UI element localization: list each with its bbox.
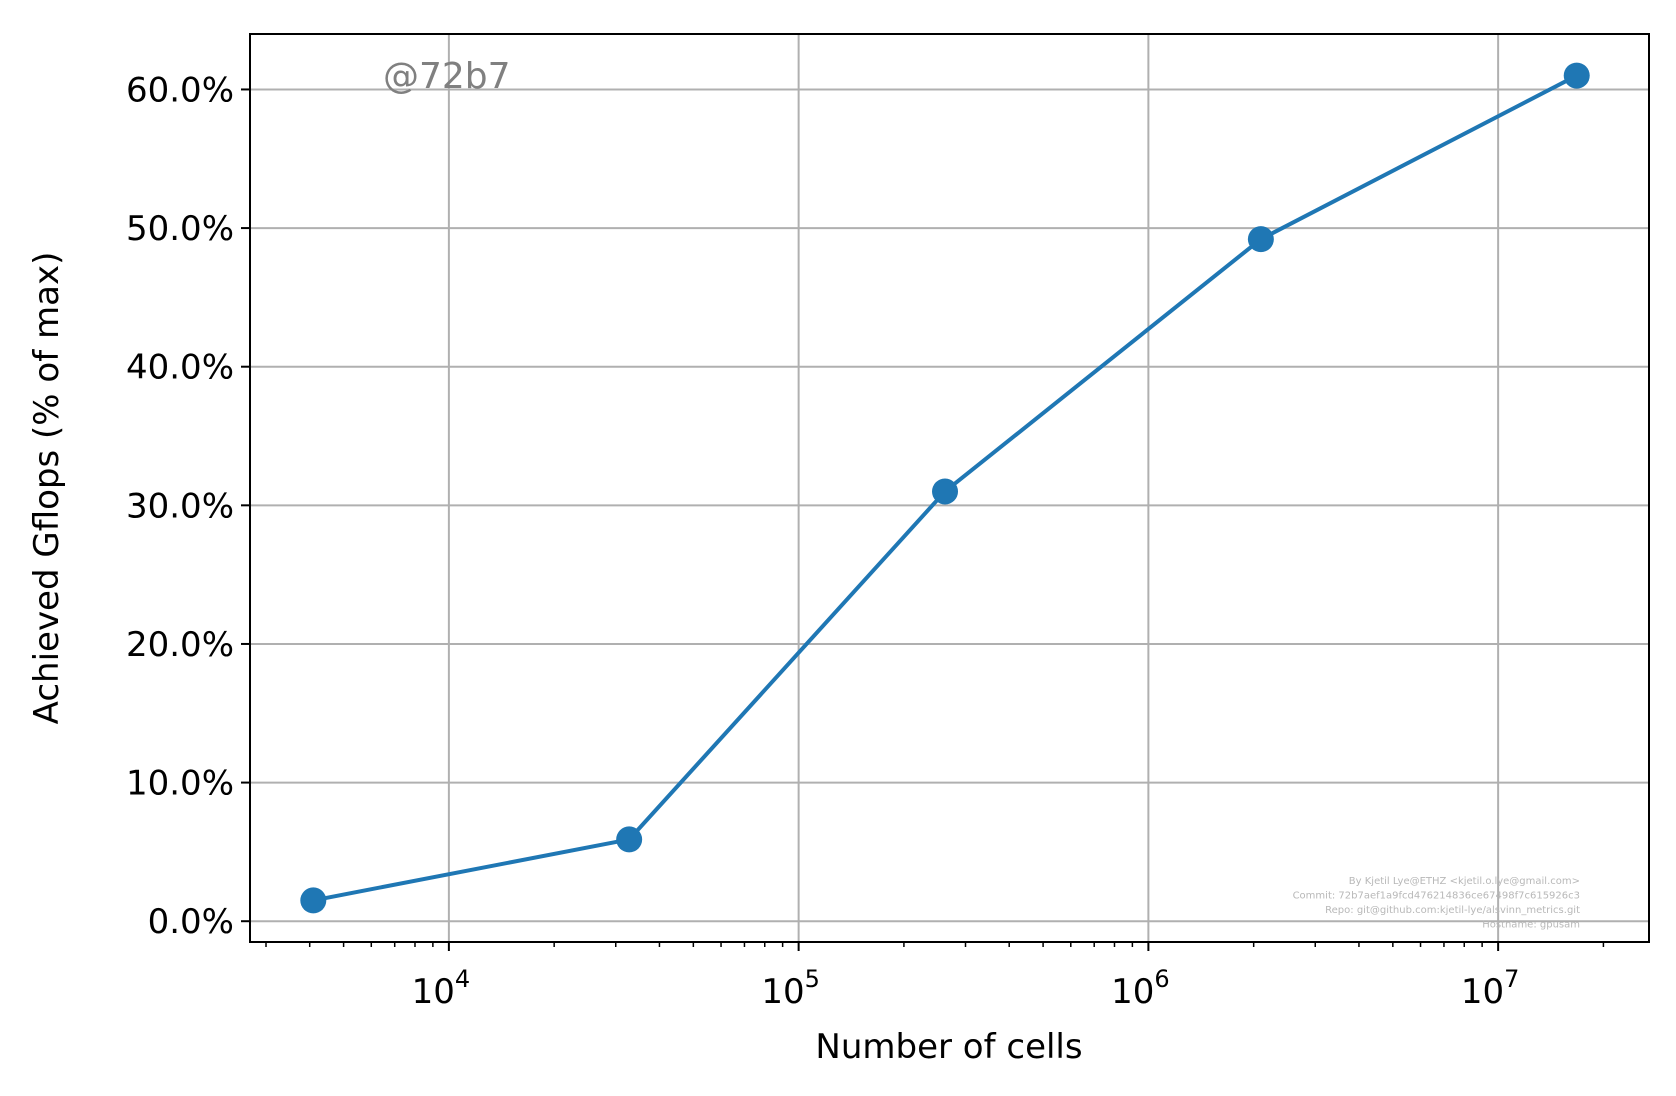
y-tick-label: 30.0% [126,486,234,526]
y-tick-label: 20.0% [126,625,234,665]
y-tick-label: 40.0% [126,348,234,388]
watermark: @72b7 [383,56,511,97]
x-axis: 104 105 106 107 [265,942,1605,1012]
credit-line: By Kjetil Lye@ETHZ <kjetil.o.lye@gmail.c… [1349,876,1580,887]
series-layer [300,62,1590,914]
credits: By Kjetil Lye@ETHZ <kjetil.o.lye@gmail.c… [1293,876,1580,931]
y-tick-label: 50.0% [126,209,234,249]
data-point [932,478,959,505]
x-axis-title: Number of cells [815,1027,1082,1067]
y-axis-title: Achieved Gflops (% of max) [27,252,67,725]
data-point [300,887,327,914]
y-tick-label: 0.0% [148,902,234,942]
y-axis: 0.0% 10.0% 20.0% 30.0% 40.0% 50.0% 60.0% [126,70,250,942]
data-point [616,826,643,853]
data-point [1563,62,1590,89]
y-tick-label: 60.0% [126,70,234,110]
plot-frame [249,33,1650,943]
x-tick-label: 107 [1461,965,1520,1012]
credit-line: Commit: 72b7aef1a9fcd476214836ce67498f7c… [1293,891,1580,902]
credit-line: Hostname: gpusam [1482,920,1580,931]
credit-line: Repo: git@github.com:kjetil-lye/alsvinn_… [1325,905,1580,916]
data-point [1247,226,1274,253]
y-tick-label: 10.0% [126,764,234,804]
grid [250,34,1649,942]
